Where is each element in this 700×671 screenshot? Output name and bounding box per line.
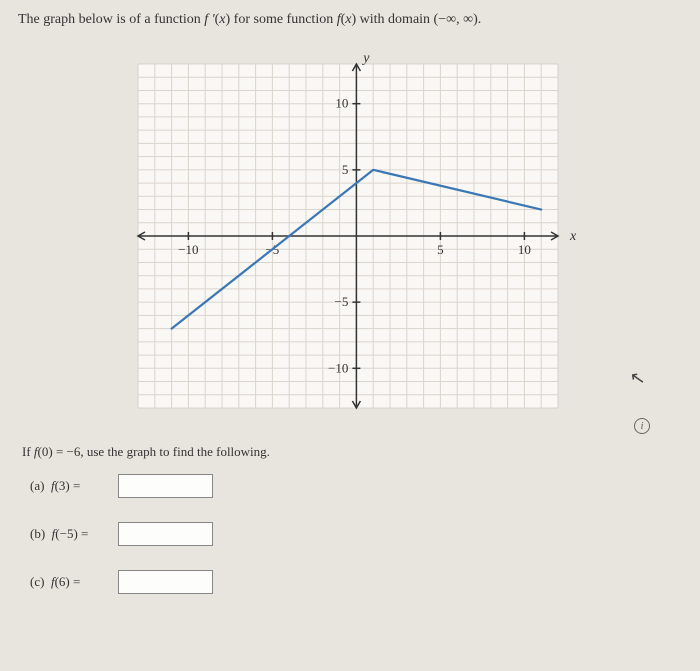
part-a-label: (a) f(3) = [30,478,110,494]
part-a-input[interactable] [118,474,213,498]
info-icon[interactable]: i [634,418,650,434]
part-b-row: (b) f(−5) = [30,522,682,546]
svg-text:x: x [569,229,577,244]
part-a-row: (a) f(3) = [30,474,682,498]
question-prompt: If f(0) = −6, use the graph to find the … [22,444,682,460]
svg-text:y: y [361,51,370,66]
svg-text:−10: −10 [178,242,198,257]
cursor-icon: ↖ [628,367,647,390]
part-b-input[interactable] [118,522,213,546]
question-intro: The graph below is of a function f '(x) … [18,12,682,28]
svg-text:−10: −10 [328,360,348,375]
part-c-row: (c) f(6) = [30,570,682,594]
graph-container: −10−5510−10−5510xy [108,46,588,426]
part-c-input[interactable] [118,570,213,594]
svg-text:10: 10 [518,242,531,257]
graph-svg: −10−5510−10−5510xy [108,46,588,426]
svg-text:10: 10 [335,96,348,111]
part-b-label: (b) f(−5) = [30,526,110,542]
part-c-label: (c) f(6) = [30,574,110,590]
svg-text:5: 5 [342,162,349,177]
svg-text:5: 5 [437,242,444,257]
svg-text:−5: −5 [335,294,349,309]
